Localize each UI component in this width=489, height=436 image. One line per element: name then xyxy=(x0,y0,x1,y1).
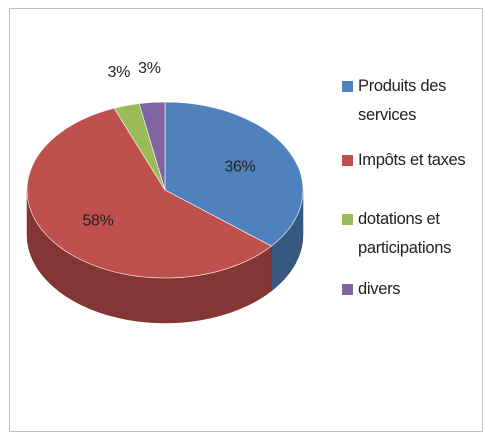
legend-item: Produits des services xyxy=(338,72,478,130)
slice xyxy=(26,107,272,279)
slice xyxy=(164,101,304,247)
chart-frame xyxy=(9,8,483,432)
data-label: 36% xyxy=(224,159,255,176)
legend-swatch xyxy=(342,284,353,295)
legend: Produits des services Impôts et taxes dota… xyxy=(338,72,478,304)
data-label: 3% xyxy=(138,60,161,77)
legend-label: Produits des services xyxy=(358,77,447,124)
data-label: 58% xyxy=(82,212,113,229)
legend-item: dotations et participations xyxy=(338,205,478,263)
legend-swatch xyxy=(342,155,353,166)
legend-label: Impôts et taxes xyxy=(358,151,466,169)
legend-item: divers xyxy=(338,275,478,304)
legend-label: dotations et participations xyxy=(358,210,452,257)
legend-item: Impôts et taxes xyxy=(338,146,478,175)
legend-swatch xyxy=(342,214,353,225)
data-label: 3% xyxy=(108,64,131,81)
slice xyxy=(138,101,166,191)
legend-swatch xyxy=(342,81,353,92)
legend-label: divers xyxy=(358,280,401,298)
